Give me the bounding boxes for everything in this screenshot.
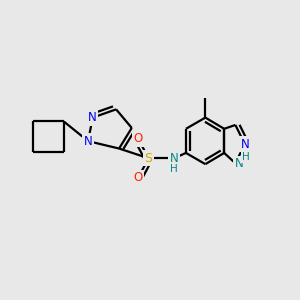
Text: O: O bbox=[134, 132, 143, 145]
Text: N: N bbox=[240, 138, 249, 151]
Text: N: N bbox=[170, 152, 178, 165]
Text: O: O bbox=[134, 171, 143, 184]
Text: H: H bbox=[242, 152, 250, 162]
Text: H: H bbox=[170, 164, 178, 173]
Text: N: N bbox=[170, 152, 178, 165]
Text: H: H bbox=[170, 164, 178, 173]
Text: N: N bbox=[88, 111, 97, 124]
Text: S: S bbox=[145, 152, 152, 165]
Text: N: N bbox=[84, 135, 92, 148]
Text: S: S bbox=[145, 152, 152, 165]
Text: N: N bbox=[235, 157, 243, 170]
Text: O: O bbox=[134, 171, 143, 184]
Text: O: O bbox=[134, 132, 143, 145]
